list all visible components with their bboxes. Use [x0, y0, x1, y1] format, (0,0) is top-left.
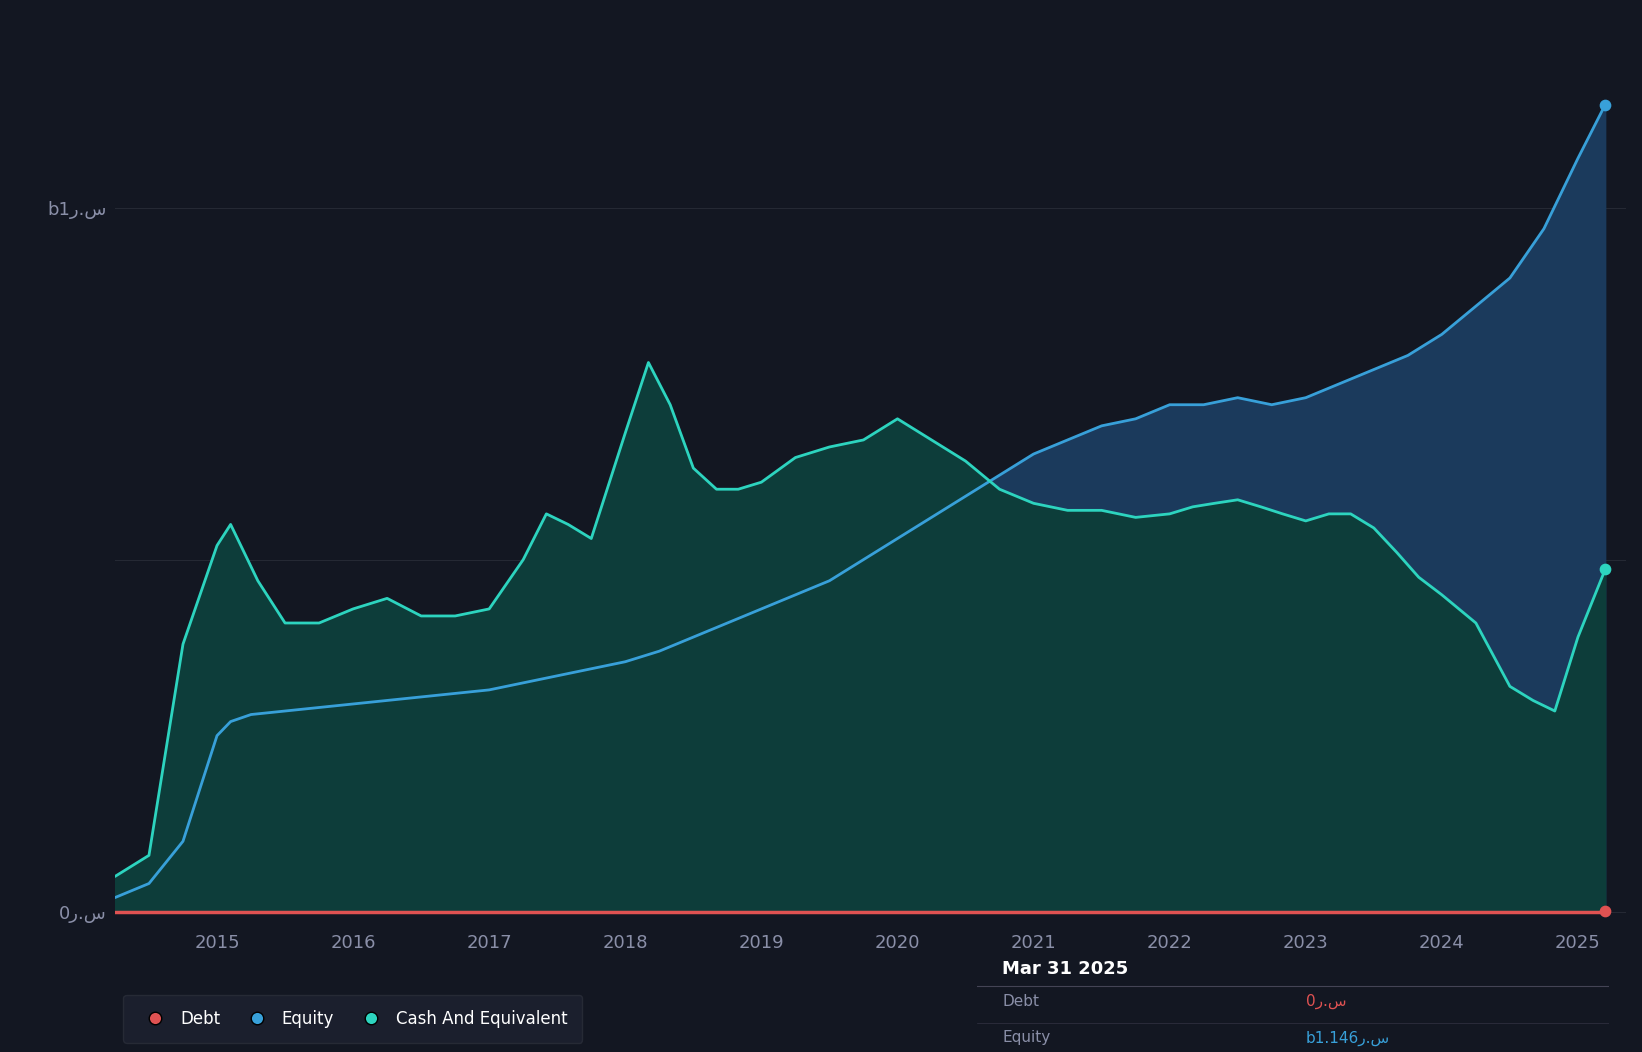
Point: [1593, 561, 1619, 578]
Legend: Debt, Equity, Cash And Equivalent: Debt, Equity, Cash And Equivalent: [123, 994, 583, 1043]
Text: Equity: Equity: [1002, 1031, 1051, 1046]
Text: b1.146ر.س: b1.146ر.س: [1305, 1031, 1389, 1046]
Text: Mar 31 2025: Mar 31 2025: [1002, 960, 1128, 978]
Text: Debt: Debt: [1002, 993, 1039, 1009]
Point: [1593, 97, 1619, 114]
Text: 0ر.س: 0ر.س: [1305, 993, 1346, 1009]
Point: [1593, 903, 1619, 919]
